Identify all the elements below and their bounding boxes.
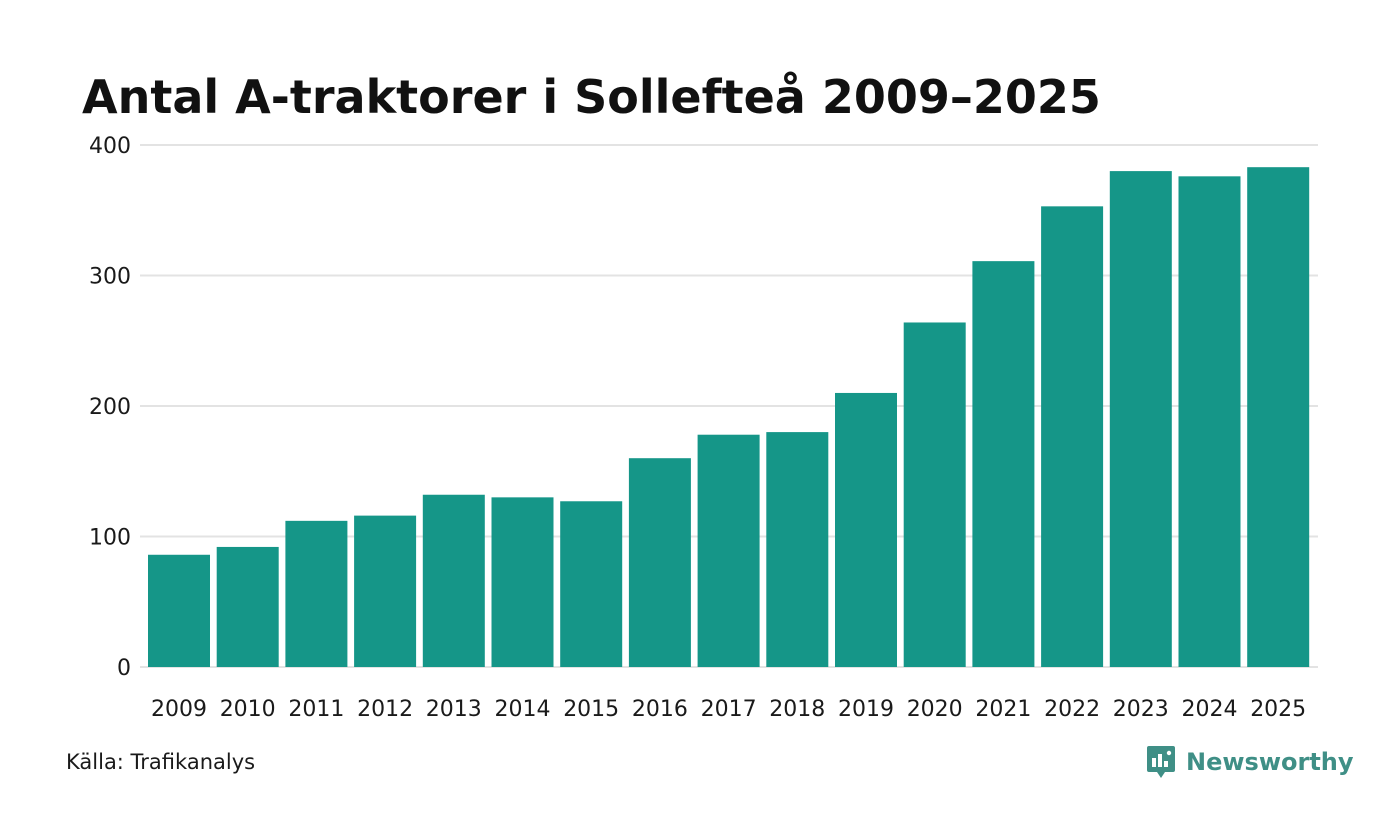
x-axis-ticks: 2009 2010 2011 2012 2013 2014 2015 2016 2017 2018…	[151, 697, 1306, 722]
bar-2024	[1178, 176, 1241, 667]
bar-2013	[422, 494, 485, 667]
x-tick-label: 2022	[1044, 697, 1100, 722]
bar-2018	[766, 432, 829, 667]
bar-2020	[903, 322, 966, 667]
bar-2021	[972, 261, 1035, 667]
bar-2014	[491, 497, 554, 667]
x-tick-label: 2017	[701, 697, 757, 722]
x-tick-label: 2023	[1113, 697, 1169, 722]
x-tick-label: 2016	[632, 697, 688, 722]
bar-2023	[1109, 171, 1172, 667]
bar-2011	[285, 520, 348, 667]
brand-name: Newsworthy	[1186, 748, 1354, 776]
bar-2012	[354, 515, 417, 667]
x-tick-label: 2021	[975, 697, 1031, 722]
bar-2019	[835, 392, 897, 667]
y-tick-label: 100	[89, 526, 131, 551]
bar-2022	[1041, 206, 1104, 667]
bar-2025	[1247, 167, 1310, 667]
x-tick-label: 2015	[563, 697, 619, 722]
x-tick-label: 2011	[288, 697, 344, 722]
chart-title: Antal A-traktorer i Sollefteå 2009–2025	[82, 70, 1101, 124]
y-tick-label: 0	[117, 656, 131, 681]
x-tick-label: 2018	[769, 697, 825, 722]
y-tick-label: 200	[89, 395, 131, 420]
y-tick-label: 300	[89, 265, 131, 290]
x-tick-label: 2019	[838, 697, 894, 722]
bar-2016	[628, 458, 691, 667]
bar-2010	[216, 546, 279, 667]
bar-2017	[697, 434, 760, 667]
x-tick-label: 2014	[495, 697, 551, 722]
x-tick-label: 2010	[220, 697, 276, 722]
x-tick-label: 2012	[357, 697, 413, 722]
brand: Newsworthy	[1146, 744, 1354, 780]
bar-2015	[560, 501, 623, 667]
bars	[148, 167, 1310, 667]
newsworthy-logo-icon	[1147, 746, 1175, 778]
y-axis-ticks: 0 100 200 300 400	[89, 134, 131, 681]
x-tick-label: 2024	[1182, 697, 1238, 722]
x-tick-label: 2013	[426, 697, 482, 722]
x-tick-label: 2025	[1250, 697, 1306, 722]
source-note: Källa: Trafikanalys	[66, 750, 256, 774]
x-tick-label: 2009	[151, 697, 207, 722]
x-tick-label: 2020	[907, 697, 963, 722]
bar-2009	[148, 554, 210, 667]
y-tick-label: 400	[89, 134, 131, 159]
